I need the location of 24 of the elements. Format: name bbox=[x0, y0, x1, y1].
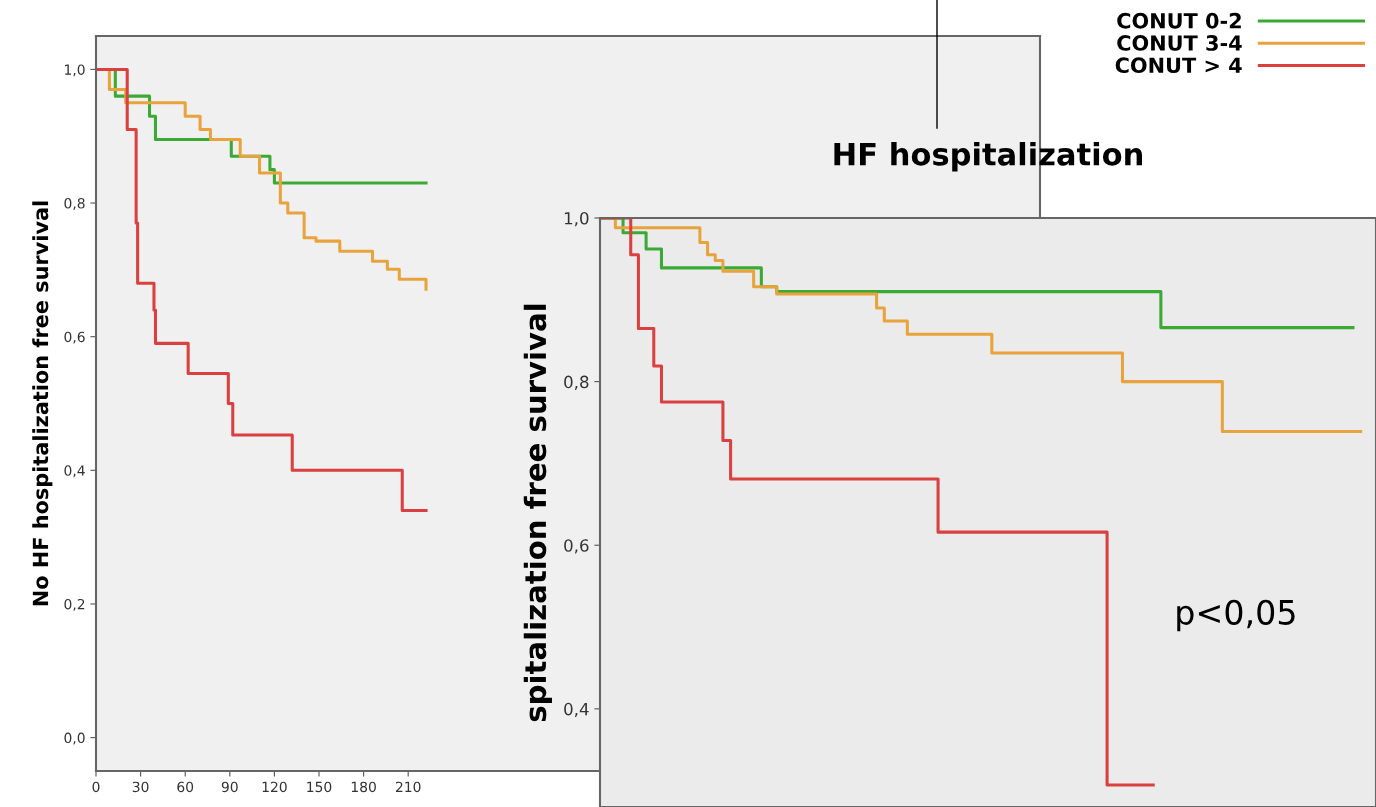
text: CONUT > 4 bbox=[1115, 57, 1242, 74]
y-tick-label: 0,6 bbox=[564, 539, 589, 554]
x-tick-label: 180 bbox=[351, 781, 376, 793]
x-tick-label: 30 bbox=[132, 781, 149, 793]
y-tick-label: 0,4 bbox=[564, 702, 589, 718]
y-tick-label: 0,4 bbox=[64, 465, 85, 478]
text: CONUT 3-4 bbox=[1117, 35, 1242, 51]
x-tick-label: 150 bbox=[307, 781, 332, 793]
y-axis-title: spitalization free survival bbox=[523, 304, 552, 722]
y-tick-label: 1,0 bbox=[65, 64, 85, 77]
x-tick-label: 60 bbox=[177, 781, 194, 793]
y-tick-label: 0,8 bbox=[564, 375, 589, 390]
y-tick-label: 0,0 bbox=[64, 732, 85, 745]
x-tick-label: 0 bbox=[92, 781, 100, 793]
annotation: p<0,05 bbox=[1177, 599, 1295, 632]
y-tick-label: 0,2 bbox=[64, 598, 85, 611]
text: CONUT 0-2 bbox=[1117, 12, 1241, 29]
y-tick-label: 1,0 bbox=[564, 211, 589, 227]
y-tick-label: 0,8 bbox=[64, 198, 85, 210]
y-axis-title: No HF hospitalization free survival bbox=[32, 201, 53, 606]
y-tick-label: 0,6 bbox=[64, 331, 85, 344]
x-tick-label: 210 bbox=[395, 781, 421, 793]
x-tick-label: 90 bbox=[221, 781, 238, 793]
x-tick-label: 120 bbox=[262, 781, 287, 793]
